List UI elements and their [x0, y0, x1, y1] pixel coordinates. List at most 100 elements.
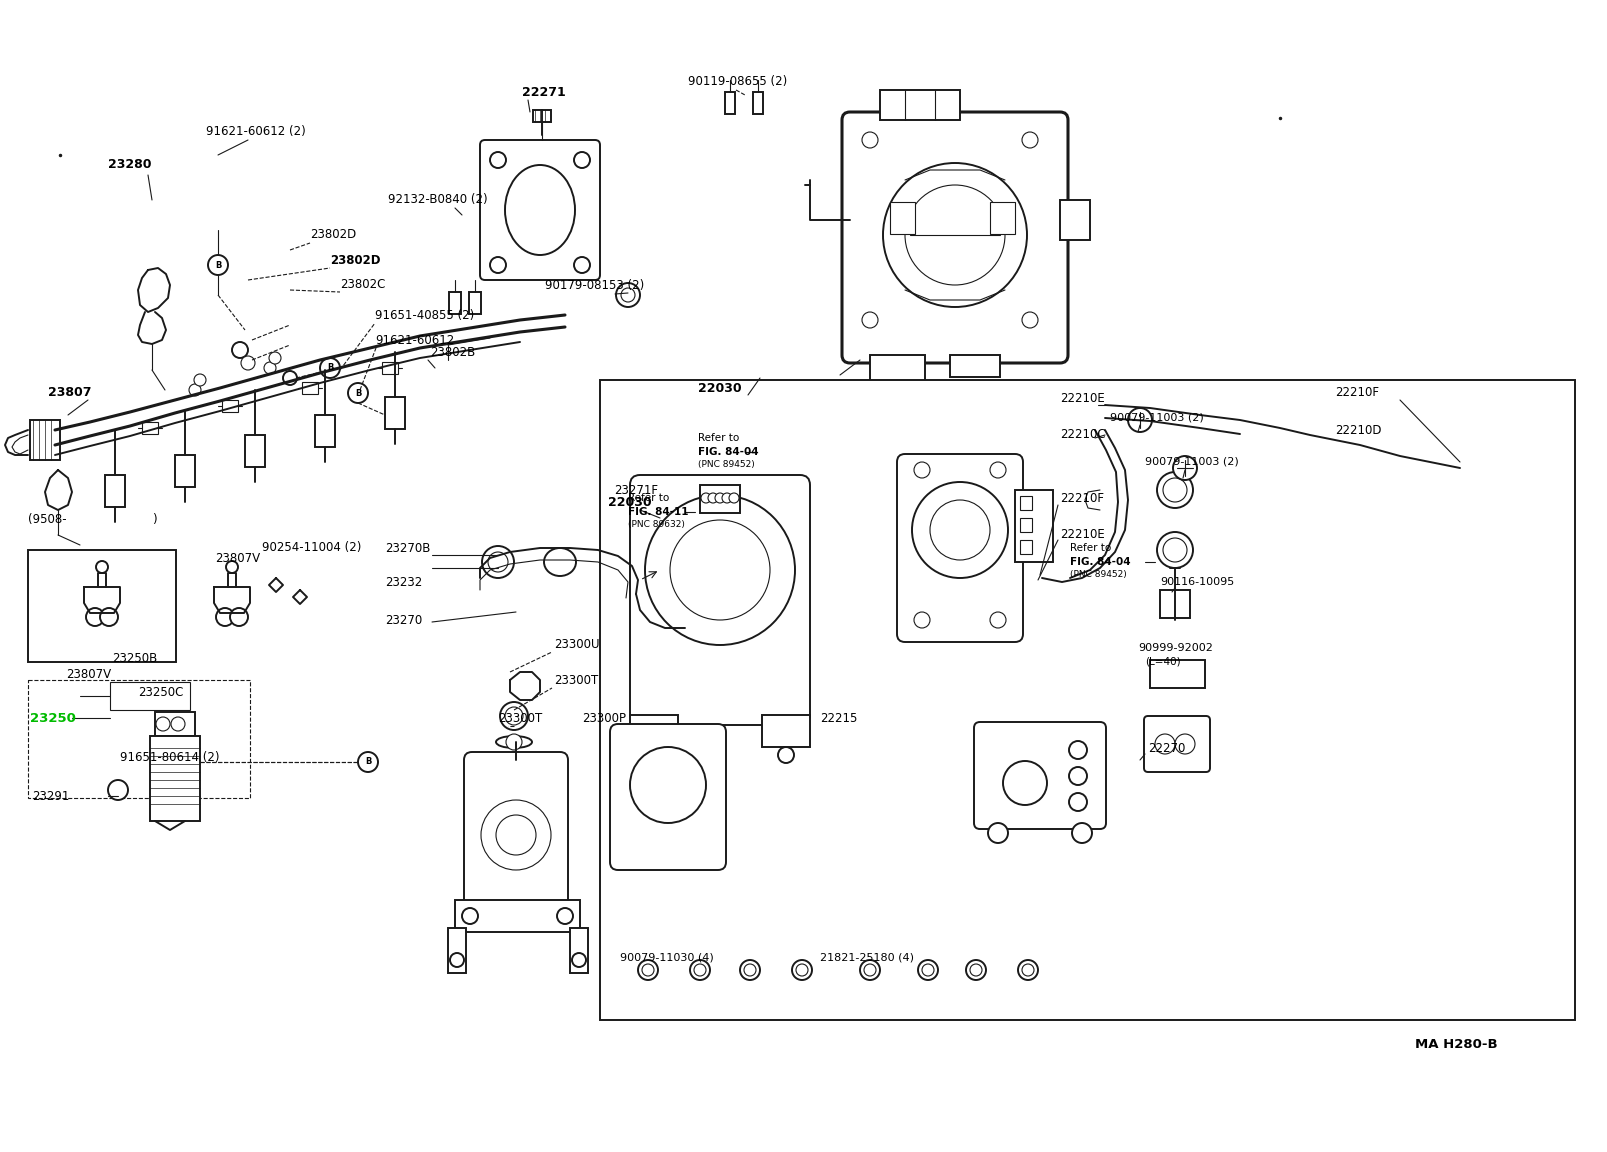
Text: 90179-08153 (2): 90179-08153 (2)	[545, 279, 644, 291]
Bar	[109, 682, 190, 710]
Circle shape	[500, 702, 527, 730]
Bar	[1059, 200, 1090, 240]
Circle shape	[358, 752, 378, 772]
Circle shape	[268, 353, 281, 364]
Text: 91621-60612: 91621-60612	[374, 333, 453, 347]
Bar	[455, 900, 580, 932]
Circle shape	[1157, 532, 1192, 568]
Text: 91651-40855 (2): 91651-40855 (2)	[374, 309, 474, 321]
Bar	[599, 380, 1573, 1020]
Circle shape	[969, 964, 982, 976]
Circle shape	[792, 960, 812, 980]
Bar	[448, 929, 466, 973]
Circle shape	[1162, 478, 1186, 502]
Circle shape	[913, 612, 929, 628]
Text: ): )	[153, 514, 156, 526]
Text: 22030: 22030	[697, 381, 741, 394]
Text: FIG. 84-04: FIG. 84-04	[697, 447, 759, 457]
Circle shape	[860, 960, 879, 980]
Text: 22270: 22270	[1147, 742, 1184, 755]
Bar	[725, 92, 734, 114]
Text: 23807V: 23807V	[66, 668, 111, 682]
Circle shape	[722, 493, 731, 503]
Circle shape	[461, 908, 477, 924]
Bar	[569, 929, 588, 973]
Circle shape	[911, 482, 1008, 578]
Circle shape	[641, 964, 654, 976]
Text: 23802D: 23802D	[310, 228, 357, 242]
Bar	[532, 109, 551, 122]
Circle shape	[638, 960, 657, 980]
Ellipse shape	[505, 165, 575, 255]
FancyBboxPatch shape	[974, 722, 1106, 829]
Bar	[889, 202, 914, 234]
Circle shape	[861, 312, 877, 328]
Circle shape	[241, 356, 256, 370]
Text: 90119-08655 (2): 90119-08655 (2)	[688, 76, 787, 89]
Circle shape	[1003, 761, 1046, 805]
Ellipse shape	[543, 548, 575, 576]
Text: (PNC 89452): (PNC 89452)	[1069, 569, 1127, 578]
Text: Refer to: Refer to	[628, 493, 669, 503]
Circle shape	[495, 814, 535, 855]
Text: 23300P: 23300P	[582, 712, 625, 725]
Circle shape	[882, 162, 1027, 306]
Text: 23232: 23232	[384, 576, 423, 589]
Circle shape	[556, 908, 572, 924]
Bar	[104, 475, 125, 507]
Text: 22210E: 22210E	[1059, 529, 1104, 541]
Text: (L=40): (L=40)	[1144, 657, 1180, 667]
Circle shape	[1127, 408, 1151, 432]
Circle shape	[230, 608, 247, 626]
Text: 22030: 22030	[607, 495, 651, 508]
Text: FIG. 84-04: FIG. 84-04	[1069, 558, 1130, 567]
Text: 22210F: 22210F	[1334, 386, 1379, 399]
Text: Refer to: Refer to	[697, 433, 739, 444]
Text: B: B	[365, 758, 371, 766]
Text: 23270: 23270	[384, 614, 423, 627]
Circle shape	[1022, 312, 1038, 328]
Circle shape	[480, 799, 551, 870]
Circle shape	[482, 546, 514, 578]
Circle shape	[630, 746, 705, 823]
Text: 23802B: 23802B	[429, 346, 476, 358]
Circle shape	[1172, 456, 1196, 480]
Text: B: B	[215, 260, 222, 270]
Circle shape	[1069, 767, 1086, 785]
Bar	[222, 400, 238, 412]
Text: B: B	[326, 364, 333, 372]
Text: FIG. 84-11: FIG. 84-11	[628, 507, 688, 517]
Circle shape	[231, 342, 247, 358]
Text: 91621-60612 (2): 91621-60612 (2)	[206, 126, 305, 138]
Circle shape	[620, 288, 635, 302]
Text: 23300T: 23300T	[554, 674, 598, 687]
Bar	[1149, 660, 1204, 688]
Text: 22210E: 22210E	[1059, 392, 1104, 404]
Circle shape	[1162, 538, 1186, 562]
Circle shape	[863, 964, 876, 976]
Circle shape	[913, 462, 929, 478]
Text: 23802D: 23802D	[329, 253, 381, 266]
Text: MA H280-B: MA H280-B	[1414, 1038, 1496, 1052]
Text: 90116-10095: 90116-10095	[1159, 577, 1234, 588]
Bar	[990, 202, 1014, 234]
Circle shape	[1022, 132, 1038, 147]
FancyBboxPatch shape	[1143, 717, 1208, 772]
Circle shape	[1069, 741, 1086, 759]
Bar	[141, 422, 157, 434]
Bar	[382, 362, 399, 374]
Circle shape	[283, 371, 297, 385]
Circle shape	[921, 964, 934, 976]
Circle shape	[227, 561, 238, 573]
Circle shape	[572, 953, 585, 967]
Circle shape	[715, 493, 725, 503]
Ellipse shape	[495, 736, 532, 748]
Bar	[27, 680, 249, 798]
Circle shape	[1027, 568, 1048, 588]
Circle shape	[1069, 793, 1086, 811]
Text: 90079-11003 (2): 90079-11003 (2)	[1109, 414, 1204, 423]
Circle shape	[990, 612, 1006, 628]
Text: 23271F: 23271F	[614, 484, 657, 497]
Circle shape	[707, 493, 718, 503]
Bar	[27, 550, 175, 662]
